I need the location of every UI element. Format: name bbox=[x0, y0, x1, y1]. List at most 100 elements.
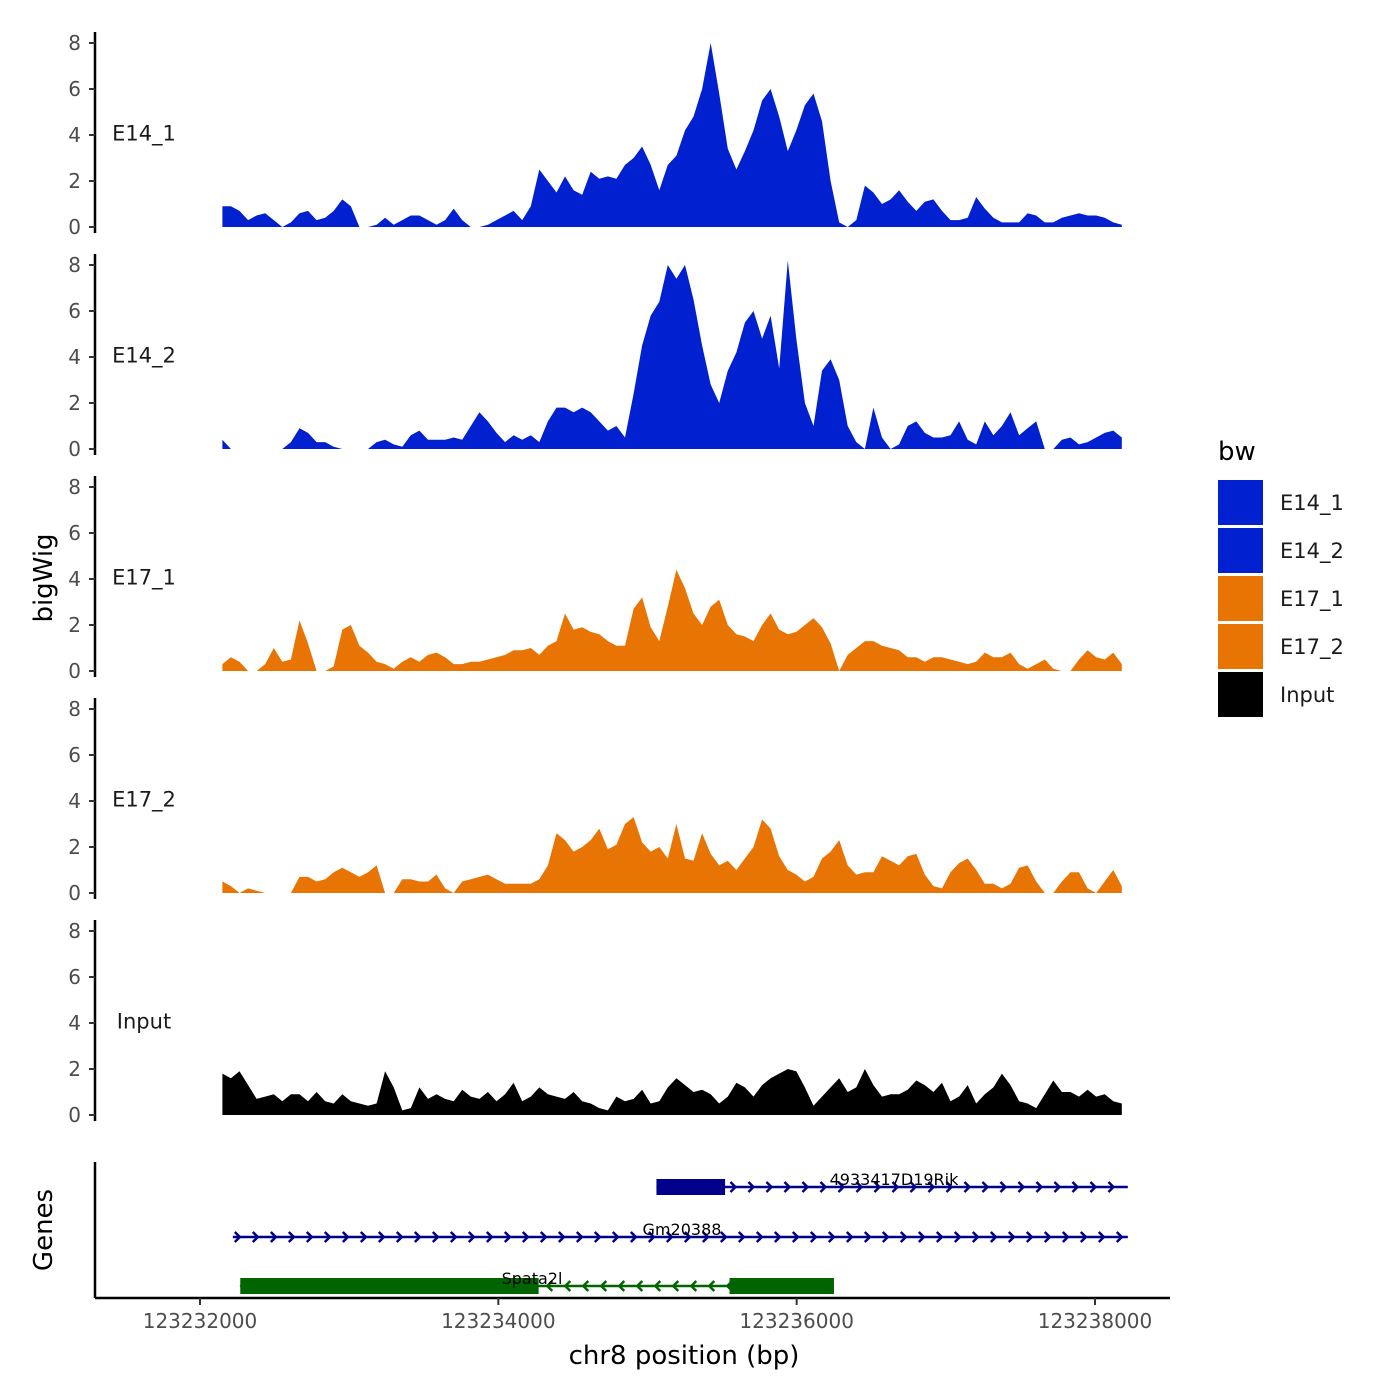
legend-label: E14_2 bbox=[1280, 539, 1344, 564]
strand-arrow bbox=[653, 1280, 662, 1292]
strand-arrow bbox=[927, 1181, 936, 1193]
strand-arrow bbox=[971, 1231, 980, 1243]
coverage-area-e17-2 bbox=[222, 817, 1122, 893]
legend-swatch-e17-2 bbox=[1218, 624, 1263, 669]
track-panel-input: 0 2 4 6 8 Input bbox=[68, 919, 1122, 1127]
x-axis: 123232000 123234000 123236000 123238000 bbox=[95, 1296, 1170, 1333]
strand-arrow bbox=[755, 1231, 764, 1243]
strand-arrow bbox=[269, 1231, 278, 1243]
strand-arrow bbox=[707, 1280, 716, 1292]
strand-arrow bbox=[783, 1181, 792, 1193]
x-tick-label: 123232000 bbox=[143, 1309, 258, 1333]
y-tick-label: 0 bbox=[68, 659, 81, 683]
strand-arrow bbox=[485, 1231, 494, 1243]
strand-arrow bbox=[719, 1231, 728, 1243]
y-tick-label: 2 bbox=[68, 1057, 81, 1081]
strand-arrow bbox=[611, 1231, 620, 1243]
strand-arrow bbox=[809, 1231, 818, 1243]
strand-arrow bbox=[981, 1181, 990, 1193]
track-panels: 0 2 4 6 8 E14_1 0 2 4 6 8 E14_2 0 2 4 6 8 E17_1 0 2 4 6 8 E17_2… bbox=[68, 31, 1122, 1127]
y-tick-label: 6 bbox=[68, 299, 81, 323]
strand-arrow bbox=[557, 1231, 566, 1243]
strand-arrow bbox=[863, 1231, 872, 1243]
strand-arrow bbox=[891, 1181, 900, 1193]
strand-arrow bbox=[873, 1181, 882, 1193]
strand-arrow bbox=[729, 1181, 738, 1193]
legend-title: bw bbox=[1218, 437, 1256, 467]
x-axis-title: chr8 position (bp) bbox=[569, 1341, 800, 1371]
gene-model-spata2l: Spata2l bbox=[239, 1269, 834, 1294]
strand-arrow bbox=[1115, 1231, 1124, 1243]
track-label: E14_1 bbox=[112, 122, 176, 147]
strand-arrow bbox=[1017, 1181, 1026, 1193]
strand-arrow bbox=[899, 1231, 908, 1243]
genes-axis-title: Genes bbox=[29, 1189, 59, 1271]
strand-arrow bbox=[1079, 1231, 1088, 1243]
y-tick-label: 4 bbox=[68, 789, 81, 813]
strand-arrow bbox=[917, 1231, 926, 1243]
strand-arrow bbox=[593, 1231, 602, 1243]
y-tick-label: 8 bbox=[68, 475, 81, 499]
strand-arrow bbox=[251, 1231, 260, 1243]
y-tick-label: 0 bbox=[68, 1103, 81, 1127]
strand-arrow bbox=[953, 1231, 962, 1243]
strand-arrow bbox=[413, 1231, 422, 1243]
x-tick-label: 123236000 bbox=[739, 1309, 854, 1333]
strand-arrow bbox=[1053, 1181, 1062, 1193]
strand-arrow bbox=[635, 1280, 644, 1292]
track-panel-e17-1: 0 2 4 6 8 E17_1 bbox=[68, 475, 1122, 683]
strand-arrow bbox=[909, 1181, 918, 1193]
y-tick-label: 2 bbox=[68, 835, 81, 859]
y-tick-label: 6 bbox=[68, 965, 81, 989]
strand-arrow bbox=[747, 1181, 756, 1193]
strand-arrow bbox=[503, 1231, 512, 1243]
track-label: E17_1 bbox=[112, 566, 176, 591]
strand-arrow bbox=[881, 1231, 890, 1243]
strand-arrow bbox=[837, 1181, 846, 1193]
genes-panel: 4933417D19Rik Gm20388 Spata2l bbox=[93, 1162, 1128, 1298]
y-tick-label: 4 bbox=[68, 345, 81, 369]
y-tick-label: 6 bbox=[68, 743, 81, 767]
strand-arrow bbox=[665, 1231, 674, 1243]
strand-arrow bbox=[935, 1231, 944, 1243]
y-tick-label: 6 bbox=[68, 521, 81, 545]
strand-arrow bbox=[581, 1280, 590, 1292]
strand-arrow bbox=[1043, 1231, 1052, 1243]
strand-arrow bbox=[647, 1231, 656, 1243]
legend-swatch-input bbox=[1218, 672, 1263, 717]
y-tick-label: 0 bbox=[68, 215, 81, 239]
gene-model-4933417d19rik: 4933417D19Rik bbox=[656, 1170, 1128, 1195]
track-label: E14_2 bbox=[112, 344, 176, 369]
strand-arrow bbox=[539, 1231, 548, 1243]
strand-arrow bbox=[287, 1231, 296, 1243]
strand-arrow bbox=[773, 1231, 782, 1243]
strand-arrow bbox=[233, 1231, 242, 1243]
strand-arrow bbox=[545, 1280, 554, 1292]
y-tick-label: 8 bbox=[68, 697, 81, 721]
strand-arrow bbox=[449, 1231, 458, 1243]
strand-arrow bbox=[683, 1231, 692, 1243]
strand-arrow bbox=[323, 1231, 332, 1243]
x-tick-label: 123238000 bbox=[1038, 1309, 1153, 1333]
legend-label: Input bbox=[1280, 683, 1334, 707]
strand-arrow bbox=[1035, 1181, 1044, 1193]
strand-arrow bbox=[1097, 1231, 1106, 1243]
strand-arrow bbox=[689, 1280, 698, 1292]
strand-arrow bbox=[989, 1231, 998, 1243]
track-panel-e14-1: 0 2 4 6 8 E14_1 bbox=[68, 31, 1122, 239]
strand-arrow bbox=[819, 1181, 828, 1193]
y-tick-label: 0 bbox=[68, 881, 81, 905]
coverage-area-e14-1 bbox=[222, 43, 1122, 227]
strand-arrow bbox=[1007, 1231, 1016, 1243]
legend-swatch-e14-2 bbox=[1218, 528, 1263, 573]
coverage-area-input bbox=[222, 1069, 1122, 1115]
coverage-area-e17-1 bbox=[222, 569, 1122, 671]
strand-arrow bbox=[999, 1181, 1008, 1193]
strand-arrow bbox=[1061, 1231, 1070, 1243]
gene-label: Gm20388 bbox=[643, 1220, 722, 1239]
y-tick-label: 8 bbox=[68, 31, 81, 55]
strand-arrow bbox=[377, 1231, 386, 1243]
strand-arrow bbox=[467, 1231, 476, 1243]
strand-arrow bbox=[737, 1231, 746, 1243]
y-tick-label: 4 bbox=[68, 123, 81, 147]
